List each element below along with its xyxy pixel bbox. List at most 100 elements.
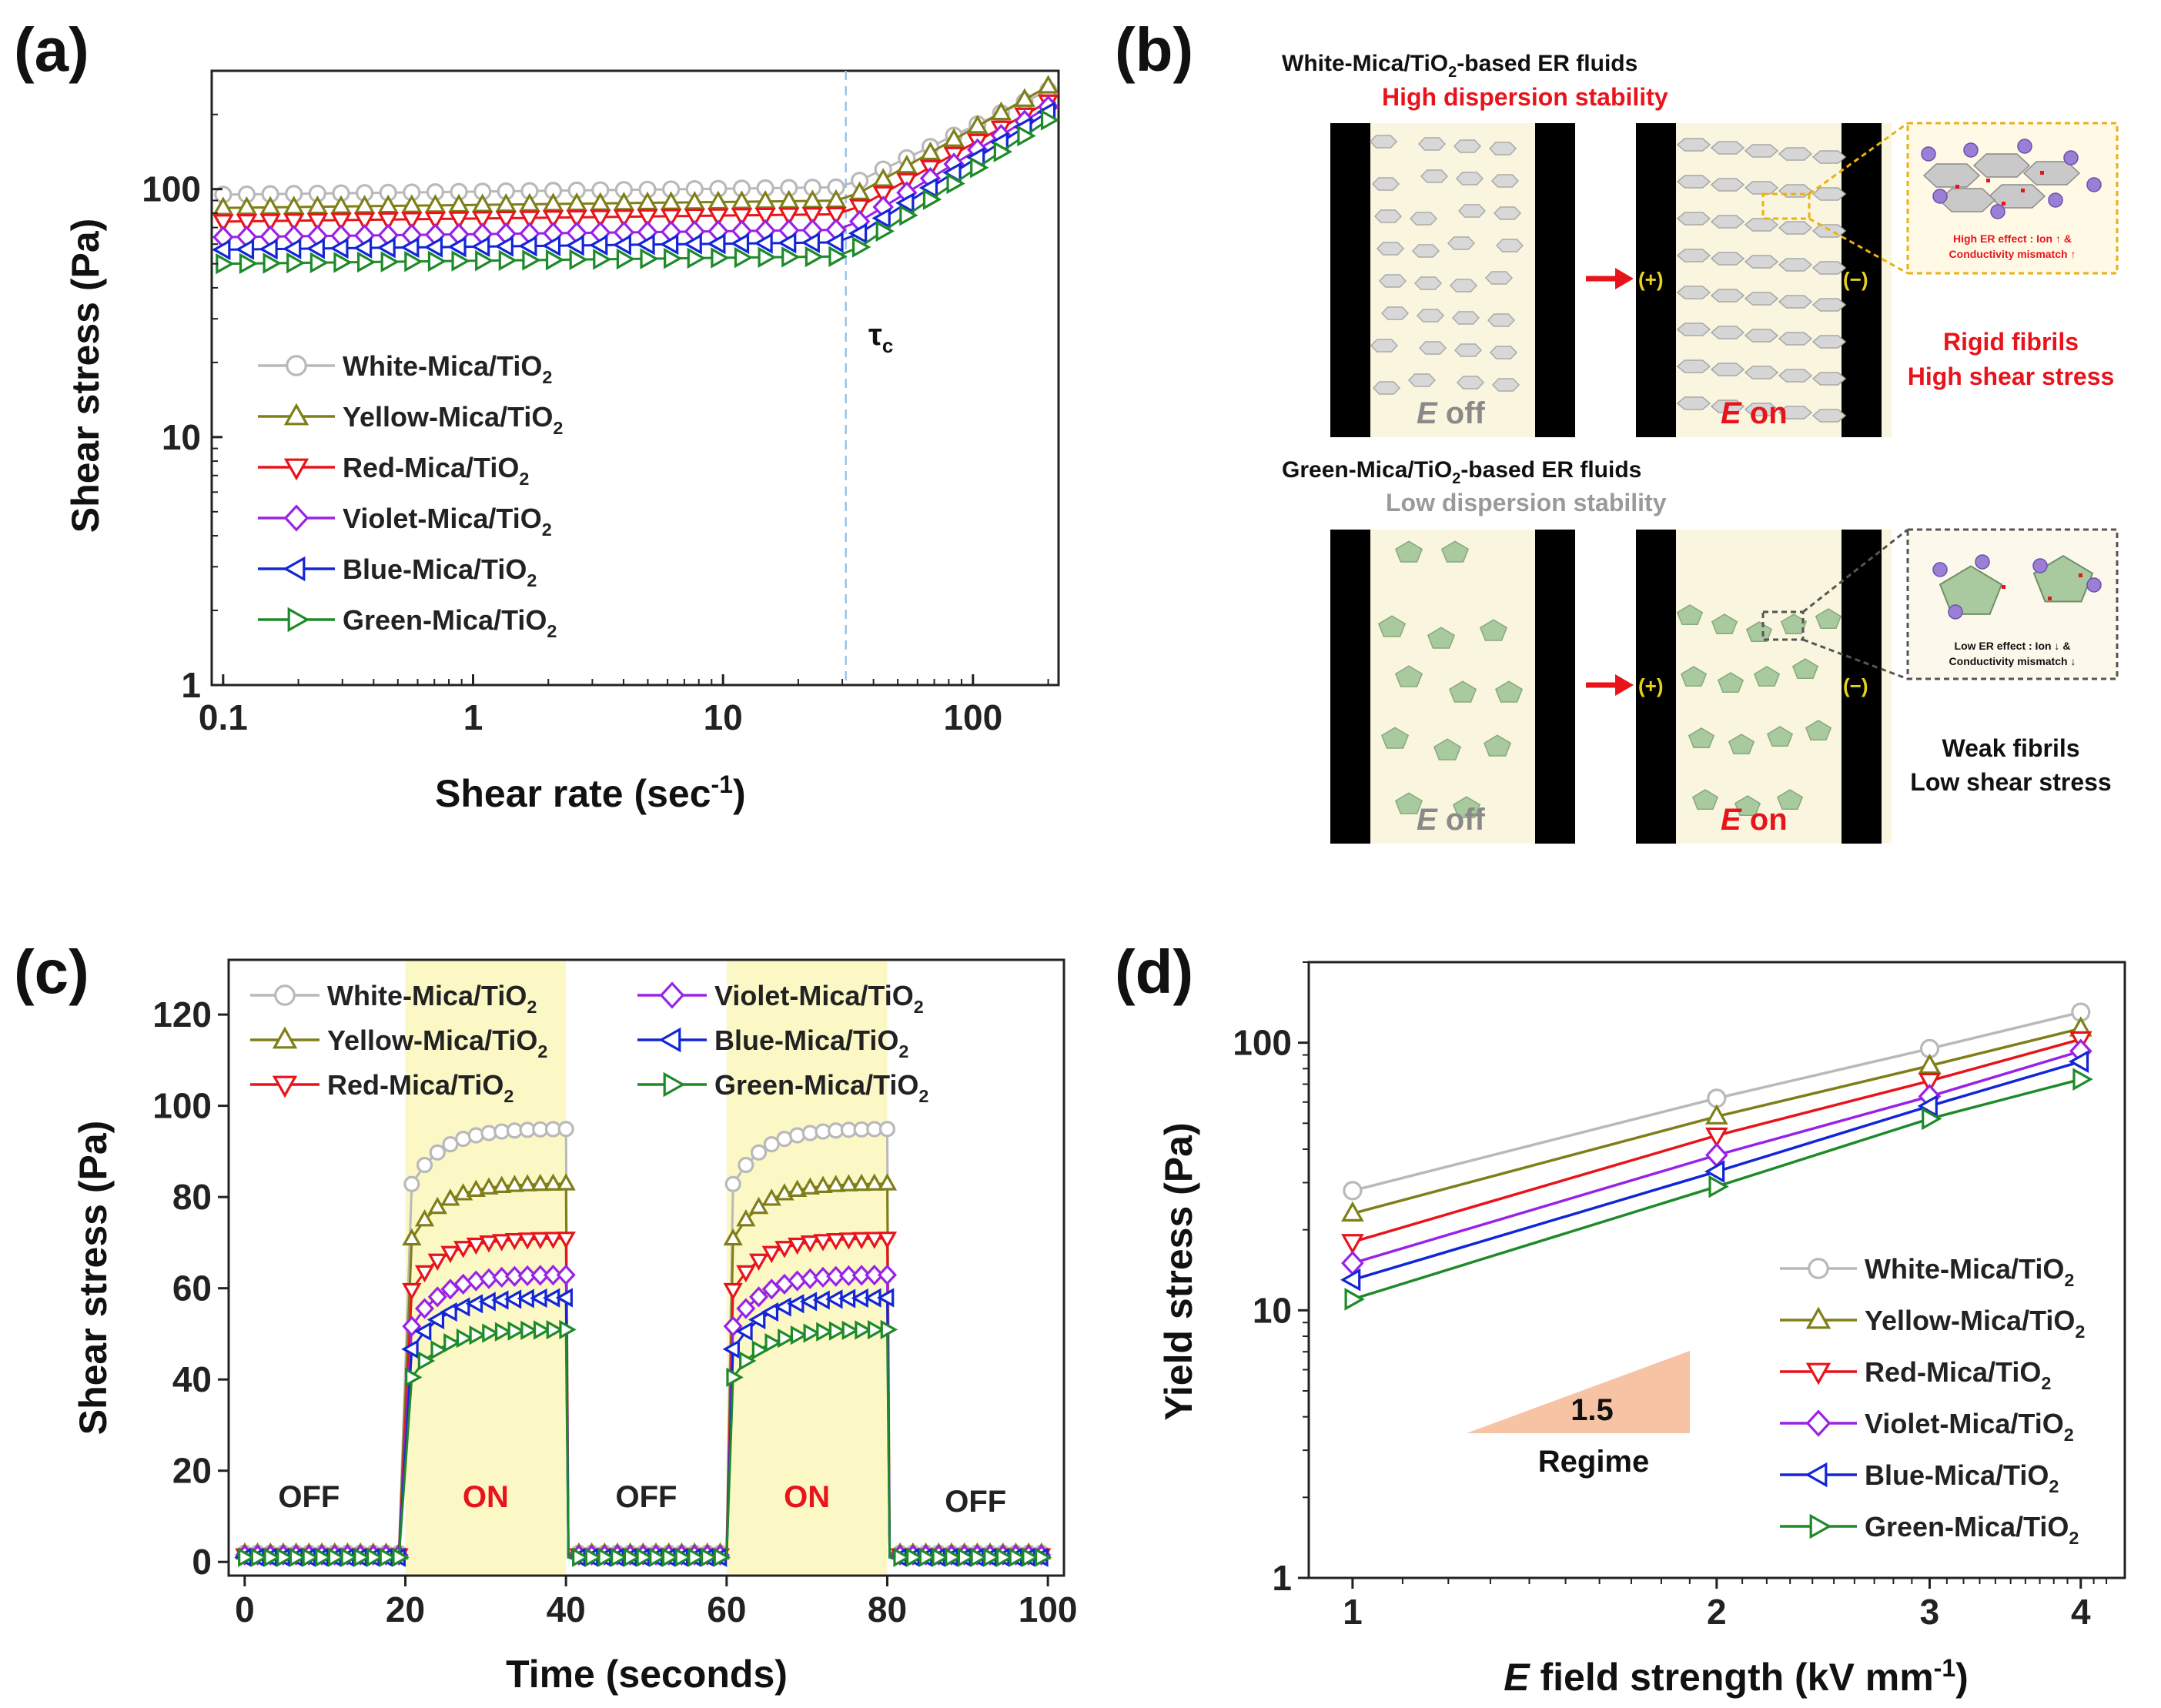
green-particle [1753, 666, 1781, 687]
legend-label: Yellow-Mica/TiO2 [1865, 1305, 2085, 1342]
flake-particle [1455, 172, 1484, 186]
flake-particle [1676, 359, 1711, 373]
panel-a-point [781, 246, 801, 268]
panel-a-point [330, 195, 352, 214]
panel-c-point [918, 1547, 937, 1567]
top-off-cell [1330, 123, 1575, 437]
panel-c-point [413, 1321, 432, 1342]
panel-c-point [748, 1253, 769, 1272]
panel-a-point [565, 235, 584, 256]
panel-a-point [353, 237, 373, 259]
panel-c-point [302, 1547, 319, 1567]
flake-particle [1411, 244, 1440, 258]
panel-a-point [616, 248, 636, 270]
panel-d-point [1344, 1288, 1365, 1311]
flake-particle [1380, 306, 1410, 320]
panel-c-point [649, 1547, 667, 1567]
panel-c-point [610, 1547, 628, 1567]
top-on-label: E on [1721, 396, 1788, 430]
panel-c-legend: White-Mica/TiO2 Yellow-Mica/TiO2 Red-Mica/… [250, 980, 928, 1106]
flake-particle [1495, 239, 1524, 252]
panel-c-point [906, 1547, 924, 1567]
schematic-bottom-title: Green-Mica/TiO2-based ER fluids [1282, 457, 1641, 487]
flake-particle [1710, 252, 1745, 266]
panel-a-point [825, 232, 844, 253]
panel-a-point [542, 210, 564, 229]
flake-particle [1744, 181, 1779, 195]
panel-a-point [519, 210, 540, 229]
panel-a-point [330, 212, 352, 232]
panel-c-region-label: OFF [616, 1480, 677, 1514]
flake-particle [1811, 409, 1847, 423]
panel-c-region-label: ON [784, 1480, 830, 1514]
top-zoom-box [1761, 192, 1811, 220]
panel-a-point [236, 213, 258, 233]
panel-c-point [957, 1547, 975, 1567]
flake-particle [1493, 206, 1522, 220]
legend-label: White-Mica/TiO2 [327, 980, 537, 1017]
panel-c-point [713, 1547, 731, 1567]
top-off-electrode-right [1535, 123, 1575, 437]
panel-d-series-line [1352, 1060, 2082, 1282]
inset-green-particle [1939, 565, 2003, 615]
top-off-label: E off [1417, 396, 1486, 430]
panel-c-point [427, 1196, 447, 1215]
panel-a-point [637, 209, 658, 229]
flake-particle [1676, 138, 1711, 152]
panel-c-point [440, 1302, 457, 1322]
panel-c-xtick-label: 80 [868, 1589, 907, 1629]
panel-c-y-label: Shear stress (Pa) [72, 1121, 115, 1436]
panel-c-point [597, 1547, 615, 1567]
legend-marker [1808, 1258, 1829, 1279]
panel-d-ytick-label: 1 [1272, 1558, 1292, 1598]
panel-a-point [825, 206, 847, 226]
panel-a-point [684, 208, 705, 228]
top-zoom-connector [1808, 122, 1908, 275]
green-particle [1728, 734, 1755, 755]
panel-c-point [723, 1282, 743, 1301]
panel-c-point [453, 1241, 473, 1258]
panel-a-point [495, 192, 517, 212]
panel-c-point [327, 1547, 346, 1567]
panel-c-region-label: OFF [945, 1485, 1006, 1519]
green-particle [1394, 665, 1423, 687]
green-particle [1394, 540, 1423, 563]
inset-charge [1955, 185, 1959, 189]
panel-a-point [235, 239, 255, 260]
panel-c-point [816, 1322, 834, 1342]
legend-marker [283, 504, 309, 532]
panel-c-point [761, 1302, 779, 1322]
panel-a-point [640, 248, 659, 269]
panel-a-point [518, 235, 537, 257]
panel-a-point [1014, 88, 1035, 107]
panel-c-point [492, 1234, 512, 1252]
flake-particle [1744, 366, 1779, 379]
panel-a-point [899, 204, 918, 226]
panel-c-point [748, 1309, 766, 1330]
panel-a-point [966, 115, 989, 134]
bottom-inset-line2: Conductivity mismatch ↓ [1949, 655, 2076, 667]
panel-a-point [566, 192, 587, 212]
panel-c-ytick-label: 100 [152, 1086, 212, 1126]
panel-c-point [427, 1309, 445, 1330]
flake-particle [1378, 274, 1407, 288]
flake-particle [1710, 178, 1745, 192]
panel-a-point [711, 247, 730, 269]
flake-particle [1370, 339, 1399, 353]
panel-a-point [498, 249, 518, 272]
panel-a-point [448, 211, 470, 230]
panel-c-point [748, 1196, 769, 1215]
panel-c-point [427, 1286, 447, 1308]
panel-d-series-line [1352, 1011, 2082, 1192]
panel-c-point [429, 1144, 446, 1161]
panel-c-point [841, 1320, 860, 1341]
panel-a-point [683, 233, 702, 255]
panel-c-point [559, 1319, 577, 1340]
panel-c-point [738, 1156, 754, 1174]
panel-a-point [239, 252, 259, 275]
flake-particle [1453, 139, 1482, 153]
panel-a-point [708, 208, 729, 227]
panel-c-point [315, 1547, 333, 1567]
flake-particle [1710, 141, 1745, 155]
